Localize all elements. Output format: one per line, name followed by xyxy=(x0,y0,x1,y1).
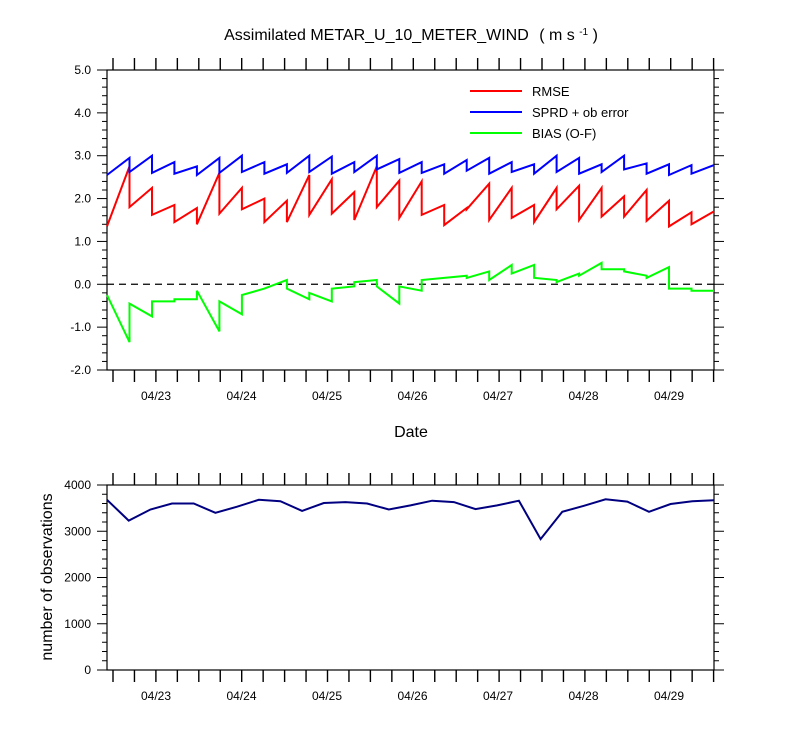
top-plot-frame xyxy=(106,69,715,371)
chart-title-units: ( m s xyxy=(539,27,575,44)
y-tick-label: -2.0 xyxy=(70,363,91,377)
x-tick-label: 04/23 xyxy=(141,389,171,403)
obs-x-tick-label: 04/23 xyxy=(141,689,171,703)
series-line-bias xyxy=(106,261,714,343)
x-tick-label: 04/28 xyxy=(568,389,598,403)
obs-x-tick-label: 04/25 xyxy=(312,689,342,703)
series-line-rmse xyxy=(106,166,715,229)
x-tick-label: 04/29 xyxy=(654,389,684,403)
obs-x-tick-label: 04/26 xyxy=(397,689,427,703)
legend-label: RMSE xyxy=(532,84,570,99)
chart-title: Assimilated METAR_U_10_METER_WIND ( m s … xyxy=(224,27,598,45)
top-plot-area: -2.0 -1.0 0.0 1.0 2.0 3.0 4.0 5.0 04/23 04/24 04/2… xyxy=(70,58,724,403)
x-tick-label: 04/24 xyxy=(226,389,256,403)
obs-y-tick-label: 3000 xyxy=(64,524,91,538)
obs-y-tick-label: 0 xyxy=(84,663,91,677)
x-tick-label: 04/25 xyxy=(312,389,342,403)
y-axis-title-observations: number of observations xyxy=(39,493,56,660)
x-axis-title: Date xyxy=(394,424,428,441)
legend-label: BIAS (O-F) xyxy=(532,126,596,141)
x-tick-label: 04/27 xyxy=(483,389,513,403)
obs-x-tick-label: 04/29 xyxy=(654,689,684,703)
series-line-spread xyxy=(106,153,715,178)
legend-label: SPRD + ob error xyxy=(532,105,629,120)
obs-x-tick-label: 04/27 xyxy=(483,689,513,703)
y-tick-label: 5.0 xyxy=(74,63,91,77)
bottom-plot-area: 0 1000 2000 3000 4000 04/23 04/24 04/25 04/26 04/… xyxy=(64,473,724,703)
y-tick-label: 2.0 xyxy=(74,192,91,206)
y-tick-label: 3.0 xyxy=(74,149,91,163)
y-tick-label: 4.0 xyxy=(74,106,91,120)
obs-count-line xyxy=(106,498,715,541)
chart-title-main: Assimilated METAR_U_10_METER_WIND xyxy=(224,27,529,44)
obs-x-tick-label: 04/28 xyxy=(568,689,598,703)
y-tick-label: -1.0 xyxy=(70,320,91,334)
chart-title-units-close: ) xyxy=(593,27,598,44)
bottom-plot-frame xyxy=(106,484,715,671)
y-tick-label: 1.0 xyxy=(74,234,91,248)
obs-x-tick-label: 04/24 xyxy=(226,689,256,703)
obs-y-tick-label: 4000 xyxy=(64,478,91,492)
x-tick-label: 04/26 xyxy=(397,389,427,403)
obs-y-tick-label: 2000 xyxy=(64,571,91,585)
y-tick-label: 0.0 xyxy=(74,277,91,291)
chart-title-units-sup: -1 xyxy=(579,27,588,38)
obs-y-tick-label: 1000 xyxy=(64,617,91,631)
